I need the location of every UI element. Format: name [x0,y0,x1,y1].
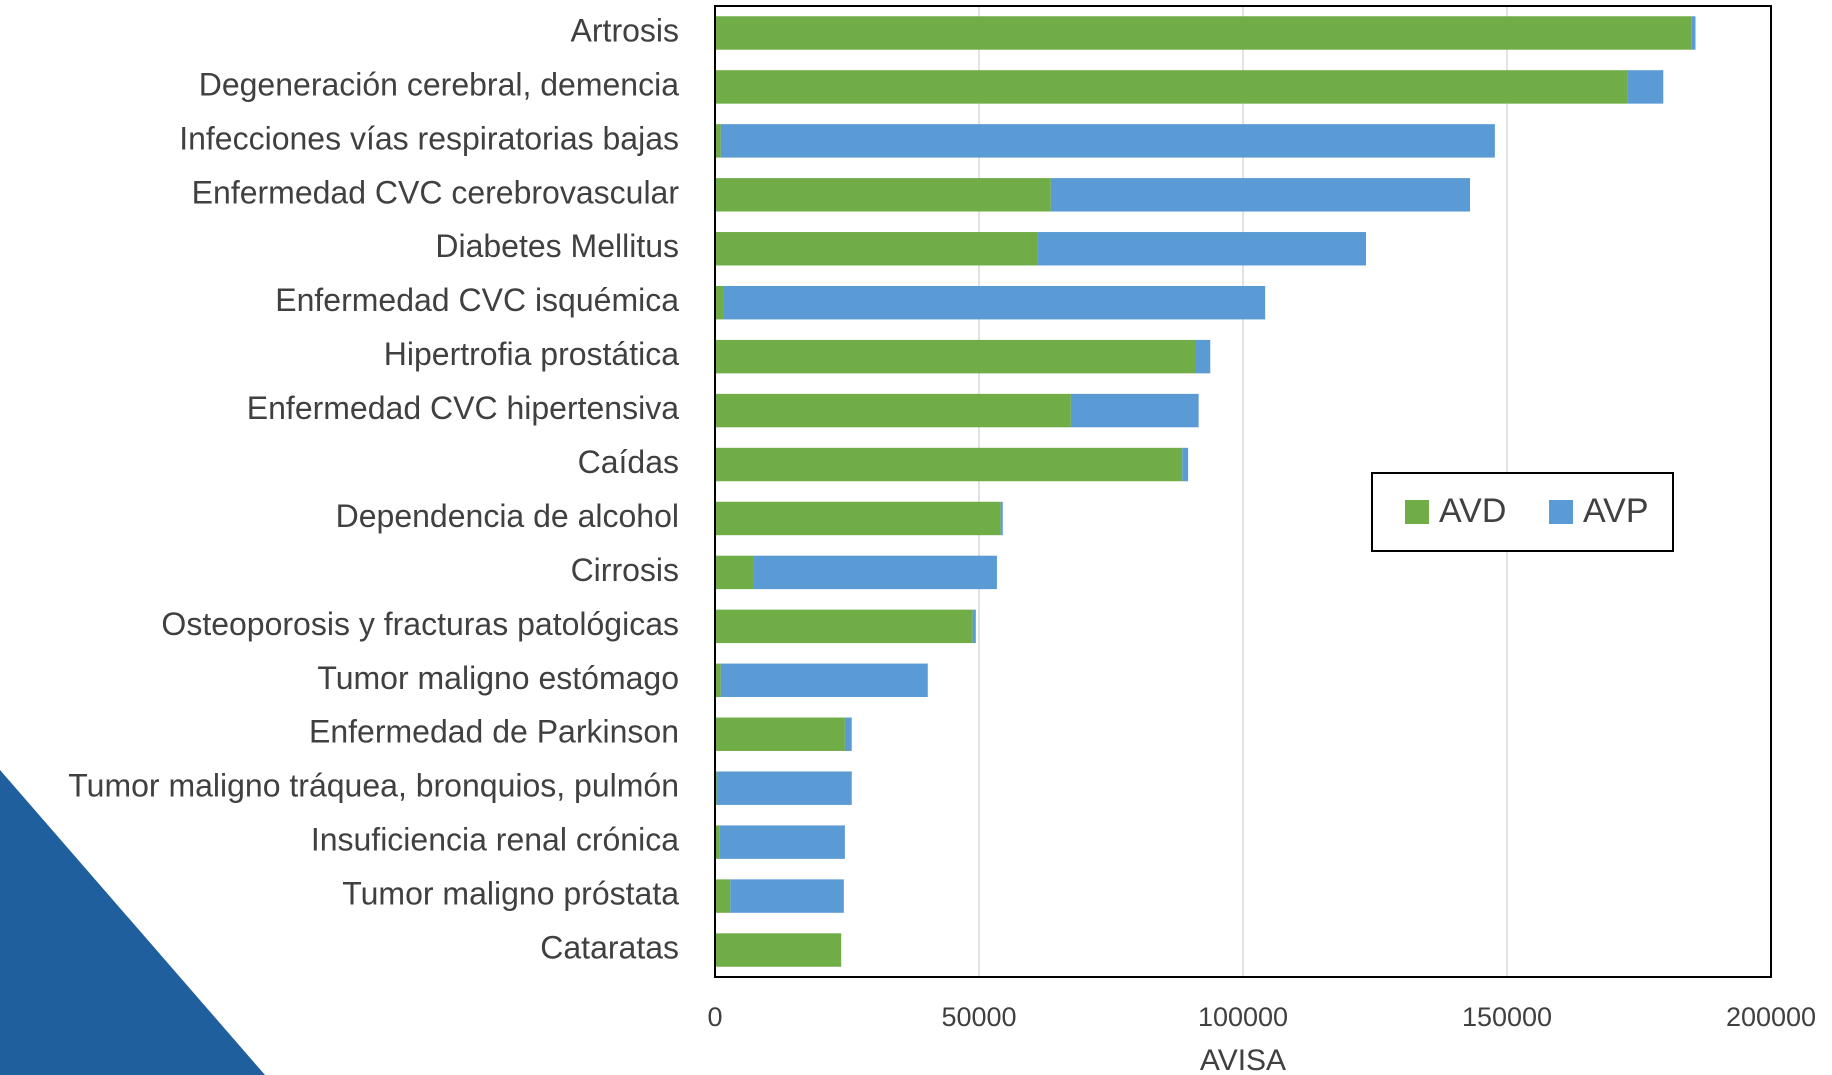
y-tick-label: Insuficiencia renal crónica [311,822,679,858]
background-decoration [0,770,265,1075]
legend-swatch [1549,500,1573,524]
bar-segment [1196,339,1211,374]
y-tick-label: Tumor maligno tráquea, bronquios, pulmón [68,768,679,804]
x-tick-label: 200000 [1726,1002,1816,1032]
y-tick-label: Enfermedad CVC hipertensiva [247,390,679,426]
x-tick-label: 50000 [941,1002,1016,1032]
y-tick-label: Enfermedad de Parkinson [309,714,679,750]
bar-segment [715,879,731,913]
x-tick-label: 0 [707,1002,722,1032]
bar-segment [1050,178,1471,212]
bar-segment [716,771,852,805]
bar-segment [715,339,1197,374]
bar-segment [715,555,754,590]
y-tick-label: Osteoporosis y fracturas patológicas [161,606,679,642]
plot-frame [714,5,1772,978]
bar-segment [720,124,1495,158]
y-tick-label: Enfermedad CVC cerebrovascular [192,174,680,210]
y-tick-label: Tumor maligno próstata [342,876,679,912]
bar-segment [1000,501,1003,536]
bar-segment [715,825,720,859]
bar-segment [715,717,845,751]
legend-label: AVD [1439,492,1506,530]
y-tick-label: Cataratas [540,929,679,965]
bar-segment [730,879,844,913]
y-tick-label: Artrosis [571,12,679,48]
bar-segment [715,16,1692,50]
legend-box [1371,472,1674,552]
bar-segment [715,393,1071,428]
bar-segment [1182,447,1189,482]
bar-segment [715,285,724,320]
bar-segment [844,717,852,751]
bar-segment [715,124,721,158]
bar-segment [719,825,845,859]
bar-segment [1070,393,1199,428]
bar-segment [715,232,1038,266]
bar-segment [723,285,1266,320]
bar-segment [720,663,928,698]
y-tick-label: Degeneración cerebral, demencia [199,66,679,102]
legend-label: AVP [1583,492,1649,530]
y-tick-label: Caídas [578,444,679,480]
bar-segment [753,555,997,590]
bar-segment [715,447,1183,482]
x-tick-label: 150000 [1462,1002,1552,1032]
legend-swatch [1405,500,1429,524]
y-tick-label: Dependencia de alcohol [336,498,679,534]
bar-segment [1037,232,1367,266]
y-tick-label: Cirrosis [571,552,679,588]
bar-segment [1691,16,1696,50]
y-tick-label: Diabetes Mellitus [435,228,679,264]
x-tick-label: 100000 [1198,1002,1288,1032]
bar-segment [715,501,1001,536]
bar-segment [972,609,976,644]
y-tick-label: Tumor maligno estómago [317,660,679,696]
y-tick-label: Infecciones vías respiratorias bajas [179,120,679,156]
bar-segment [715,70,1628,104]
bar-segment [1627,70,1664,104]
y-tick-label: Hipertrofia prostática [384,336,679,372]
bar-segment [715,178,1051,212]
x-axis-title: AVISA [1200,1044,1286,1075]
bar-segment [715,663,721,698]
bar-segment [715,933,842,967]
bar-segment [715,609,973,644]
y-tick-label: Enfermedad CVC isquémica [275,282,679,318]
